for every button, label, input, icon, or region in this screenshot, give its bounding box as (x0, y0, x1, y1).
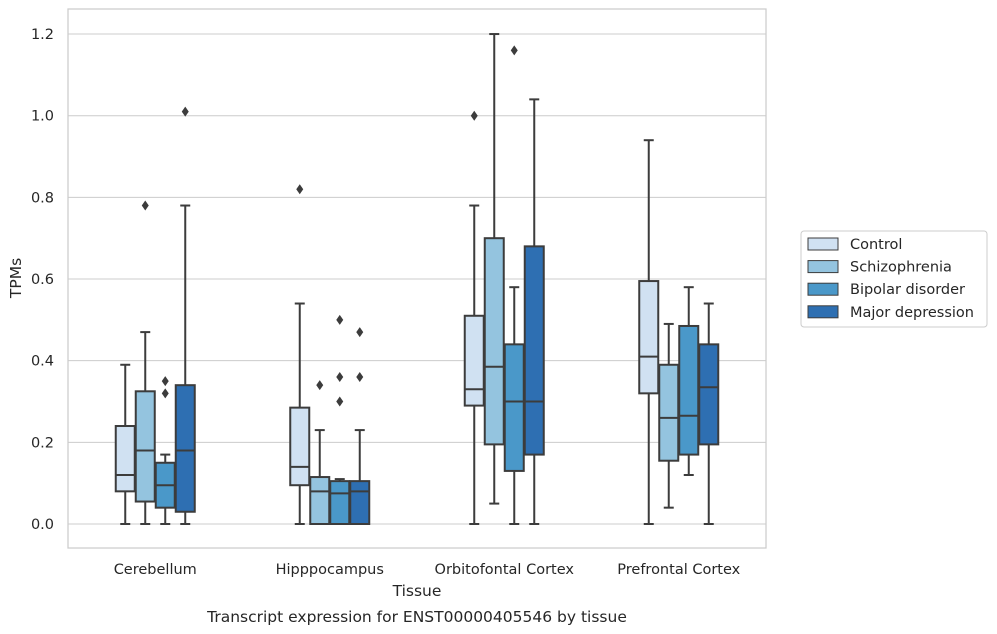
box-iqr (309, 476, 331, 525)
box (174, 106, 196, 525)
box (503, 45, 525, 525)
y-tick-label: 0.4 (31, 354, 54, 370)
legend-label: Major depression (850, 305, 974, 321)
series-major-depression (174, 98, 720, 526)
y-axis-ticks: 0.0 0.2 0.4 0.6 0.8 1.0 1.2 (31, 27, 54, 533)
y-tick-label: 1.0 (31, 109, 54, 125)
box-iqr (174, 384, 196, 513)
outlier-point (336, 396, 344, 407)
x-axis-ticks: Cerebellum Hipppocampus Orbitofontal Corte… (114, 562, 741, 578)
outlier-point (161, 388, 169, 399)
x-tick-label: Cerebellum (114, 562, 197, 578)
box (678, 286, 700, 477)
box-iqr (463, 314, 485, 407)
outlier-point (356, 372, 364, 383)
box-iqr (114, 425, 136, 493)
y-tick-label: 0.6 (31, 272, 54, 288)
x-tick-label: Prefrontal Cortex (617, 562, 740, 578)
outlier-point (336, 372, 344, 383)
legend-items: Control Schizophrenia Bipolar disorder Majo… (807, 237, 974, 321)
box (658, 322, 680, 509)
box-iqr (678, 324, 700, 456)
legend-label: Control (850, 237, 902, 253)
legend-swatch (807, 305, 839, 319)
series-schizophrenia (134, 33, 680, 525)
plot-frame (67, 8, 767, 549)
box (349, 327, 371, 526)
box (154, 376, 176, 525)
legend-item: Major depression (807, 305, 974, 321)
series-bipolar-disorder (154, 45, 700, 526)
box (698, 302, 720, 525)
figure-caption: Transcript expression for ENST0000040554… (206, 608, 627, 626)
outlier-point (296, 184, 304, 195)
legend-label: Bipolar disorder (850, 282, 965, 298)
legend-label: Schizophrenia (850, 260, 952, 276)
legend-swatch (807, 237, 839, 251)
outlier-point (356, 327, 364, 338)
box-plot-series (114, 33, 720, 526)
box-iqr (698, 343, 720, 446)
x-axis-label: Tissue (392, 582, 442, 600)
legend-swatch (807, 260, 839, 274)
y-tick-label: 0.8 (31, 190, 54, 206)
x-tick-label: Hipppocampus (276, 562, 384, 578)
box-iqr (134, 390, 156, 503)
outlier-point (336, 314, 344, 325)
y-tick-label: 0.2 (31, 435, 54, 451)
box (463, 110, 485, 525)
outlier-point (316, 380, 324, 391)
box-iqr (658, 363, 680, 462)
y-tick-label: 1.2 (31, 27, 54, 43)
box (638, 139, 660, 525)
box-iqr (638, 280, 660, 395)
box-iqr (349, 480, 371, 526)
box (114, 363, 136, 525)
legend-item: Bipolar disorder (807, 282, 965, 298)
legend-item: Control (807, 237, 902, 253)
series-control (114, 110, 660, 525)
box (523, 98, 545, 525)
box (329, 314, 351, 526)
outlier-point (181, 106, 189, 117)
y-tick-label: 0.0 (31, 517, 54, 533)
legend-item: Schizophrenia (807, 260, 952, 276)
x-tick-label: Orbitofontal Cortex (435, 562, 575, 578)
outlier-point (510, 45, 518, 56)
box-iqr (523, 245, 545, 456)
outlier-point (161, 376, 169, 387)
box (483, 33, 505, 505)
box-iqr (503, 343, 525, 472)
box-iqr (289, 406, 311, 487)
outlier-point (141, 200, 149, 211)
y-axis-label: TPMs (7, 258, 25, 299)
box (134, 200, 156, 525)
outlier-point (470, 110, 478, 121)
box-iqr (483, 237, 505, 446)
box-iqr (329, 480, 351, 526)
legend-swatch (807, 282, 839, 296)
legend: Control Schizophrenia Bipolar disorder Majo… (800, 230, 988, 328)
legend-frame (800, 230, 988, 328)
box (309, 380, 331, 525)
box (289, 184, 311, 525)
